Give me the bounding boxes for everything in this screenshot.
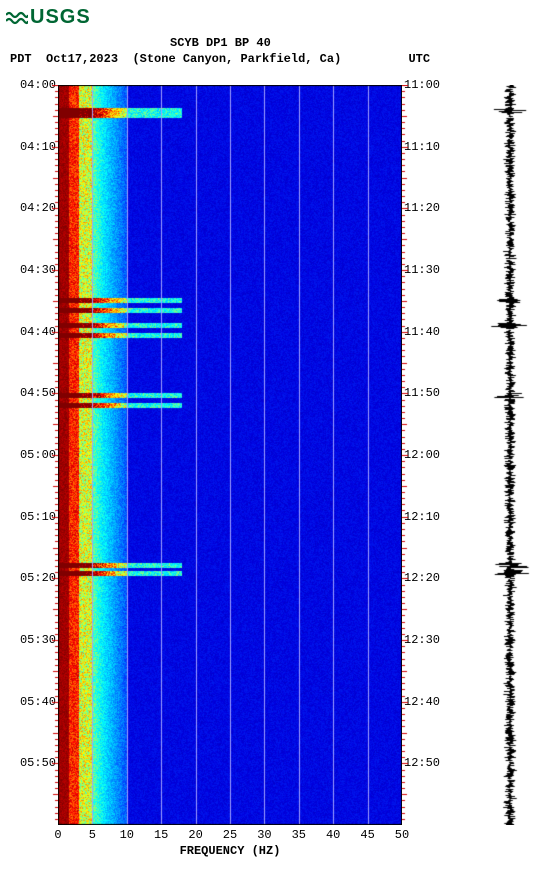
y-tick-left: 05:30 <box>8 633 56 647</box>
spectrogram-canvas <box>58 85 402 825</box>
usgs-logo-text: USGS <box>30 6 91 28</box>
y-tick-right: 11:30 <box>404 263 452 277</box>
x-axis: FREQUENCY (HZ) 05101520253035404550 <box>58 828 402 868</box>
y-tick-right: 12:30 <box>404 633 452 647</box>
x-tick: 0 <box>54 828 61 842</box>
x-tick: 25 <box>223 828 237 842</box>
y-tick-left: 04:10 <box>8 140 56 154</box>
y-tick-right: 11:10 <box>404 140 452 154</box>
y-tick-right: 12:00 <box>404 448 452 462</box>
y-tick-left: 05:10 <box>8 510 56 524</box>
x-tick: 35 <box>292 828 306 842</box>
y-tick-left: 05:20 <box>8 571 56 585</box>
y-tick-right: 11:20 <box>404 201 452 215</box>
location: (Stone Canyon, Parkfield, Ca) <box>132 52 341 66</box>
x-tick: 40 <box>326 828 340 842</box>
waveform-trace <box>490 85 530 825</box>
y-axis-right: 11:0011:1011:2011:3011:4011:5012:0012:10… <box>404 85 452 825</box>
y-tick-left: 04:30 <box>8 263 56 277</box>
y-tick-left: 04:50 <box>8 386 56 400</box>
x-tick: 45 <box>360 828 374 842</box>
waveform-canvas <box>490 85 530 825</box>
y-tick-left: 04:40 <box>8 325 56 339</box>
usgs-wave-icon <box>6 9 28 27</box>
y-tick-left: 05:50 <box>8 756 56 770</box>
x-tick: 50 <box>395 828 409 842</box>
y-tick-right: 12:50 <box>404 756 452 770</box>
y-tick-left: 05:40 <box>8 695 56 709</box>
ticks-right <box>402 85 408 825</box>
y-tick-right: 11:50 <box>404 386 452 400</box>
x-tick: 10 <box>120 828 134 842</box>
tz-right: UTC <box>408 52 430 66</box>
y-tick-left: 04:20 <box>8 201 56 215</box>
date: Oct17,2023 <box>46 52 118 66</box>
y-tick-right: 12:40 <box>404 695 452 709</box>
spectrogram <box>58 85 402 825</box>
x-tick: 30 <box>257 828 271 842</box>
chart-title: SCYB DP1 BP 40 <box>170 36 271 50</box>
y-tick-right: 12:10 <box>404 510 452 524</box>
y-tick-right: 11:40 <box>404 325 452 339</box>
x-tick: 15 <box>154 828 168 842</box>
y-tick-right: 12:20 <box>404 571 452 585</box>
x-tick: 20 <box>188 828 202 842</box>
y-tick-left: 04:00 <box>8 78 56 92</box>
x-axis-label: FREQUENCY (HZ) <box>58 844 402 858</box>
y-axis-left: 04:0004:1004:2004:3004:4004:5005:0005:10… <box>8 85 56 825</box>
tz-left: PDT <box>10 52 32 66</box>
x-tick: 5 <box>89 828 96 842</box>
chart-subtitle: PDT Oct17,2023 (Stone Canyon, Parkfield,… <box>10 52 430 66</box>
y-tick-left: 05:00 <box>8 448 56 462</box>
y-tick-right: 11:00 <box>404 78 452 92</box>
usgs-logo: USGS <box>6 6 91 29</box>
